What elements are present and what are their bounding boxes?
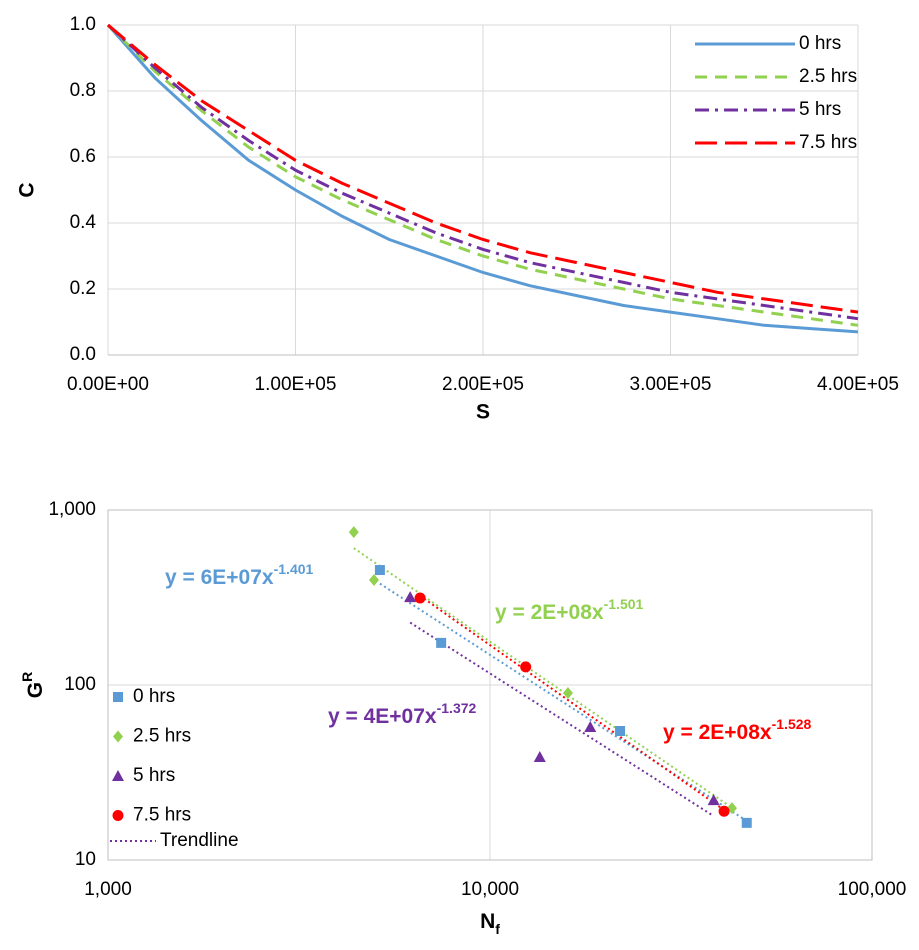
legend-label: 0 hrs — [799, 33, 841, 54]
trendline — [409, 621, 715, 817]
data-line — [106, 23, 859, 321]
trendline-equation: y = 6E+07x-1.401 — [165, 561, 314, 589]
legend-label: 2.5 hrs — [133, 726, 191, 747]
trendline-equation: y = 4E+07x-1.372 — [328, 700, 477, 728]
legend-label: Trendline — [160, 830, 239, 851]
y-tick-label: 0.0 — [70, 344, 96, 365]
marker — [741, 817, 752, 828]
equation-main: y = 2E+08x — [495, 601, 604, 624]
equation-exponent: -1.528 — [772, 716, 812, 732]
y-tick-label: 0.6 — [70, 146, 96, 167]
y-tick-label: 0.4 — [70, 212, 97, 233]
legend-marker — [112, 810, 124, 821]
marker — [369, 574, 380, 587]
marker — [348, 526, 359, 539]
y-tick-label: 0.2 — [70, 278, 96, 299]
trendline — [419, 594, 725, 811]
equation-exponent: -1.401 — [274, 561, 314, 577]
y-tick-label: 0.8 — [70, 80, 96, 101]
x-tick-label: 1.00E+05 — [255, 374, 337, 395]
marker — [374, 565, 385, 576]
equation-exponent: -1.372 — [437, 700, 477, 716]
marker — [520, 661, 532, 673]
x-axis-title: S — [476, 401, 490, 424]
legend-label: 2.5 hrs — [799, 66, 857, 87]
legend-label: 7.5 hrs — [799, 132, 857, 153]
marker — [707, 794, 720, 806]
x-tick-label: 0.00E+00 — [67, 374, 149, 395]
data-line — [106, 23, 859, 327]
marker — [533, 750, 546, 762]
equation-main: y = 4E+07x — [328, 705, 437, 728]
marker — [584, 721, 597, 733]
y-tick-label: 1,000 — [48, 499, 96, 520]
x-tick-label: 100,000 — [838, 879, 907, 900]
marker — [414, 592, 426, 604]
legend-label: 5 hrs — [799, 99, 841, 120]
y-tick-label: 1.0 — [70, 14, 96, 35]
equation-main: y = 6E+07x — [165, 566, 274, 589]
y-tick-label: 10 — [75, 849, 96, 870]
x-axis-title-sub: f — [495, 921, 500, 937]
x-tick-label: 4.00E+05 — [817, 374, 899, 395]
marker — [718, 805, 730, 817]
trendline-equation: y = 2E+08x-1.528 — [663, 716, 812, 744]
y-axis-title: C — [16, 182, 39, 197]
x-tick-label: 10,000 — [461, 879, 519, 900]
marker — [615, 725, 626, 736]
equation-main: y = 2E+08x — [663, 721, 772, 744]
x-tick-label: 3.00E+05 — [630, 374, 712, 395]
trendline — [353, 547, 733, 809]
data-line — [106, 24, 859, 334]
legend-marker — [113, 730, 123, 743]
y-axis-title-main: G — [24, 682, 47, 698]
x-tick-label: 1,000 — [84, 879, 132, 900]
y-tick-label: 100 — [64, 674, 96, 695]
y-axis-title-sup: R — [19, 672, 35, 682]
plot-border — [107, 509, 873, 861]
legend-marker — [112, 770, 124, 781]
legend-label: 0 hrs — [133, 686, 175, 707]
legend-label: 7.5 hrs — [133, 805, 191, 826]
x-axis-title: Nf — [480, 910, 500, 937]
legend-marker — [113, 692, 123, 702]
marker — [562, 687, 573, 700]
marker — [404, 591, 417, 603]
legend-label: 5 hrs — [133, 765, 175, 786]
data-line — [107, 23, 859, 314]
x-tick-label: 2.00E+05 — [442, 374, 524, 395]
y-axis-title: GR — [19, 672, 47, 698]
trendline-equation: y = 2E+08x-1.501 — [495, 596, 644, 624]
equation-exponent: -1.501 — [604, 596, 644, 612]
x-axis-title-main: N — [480, 910, 495, 933]
marker — [436, 637, 447, 648]
